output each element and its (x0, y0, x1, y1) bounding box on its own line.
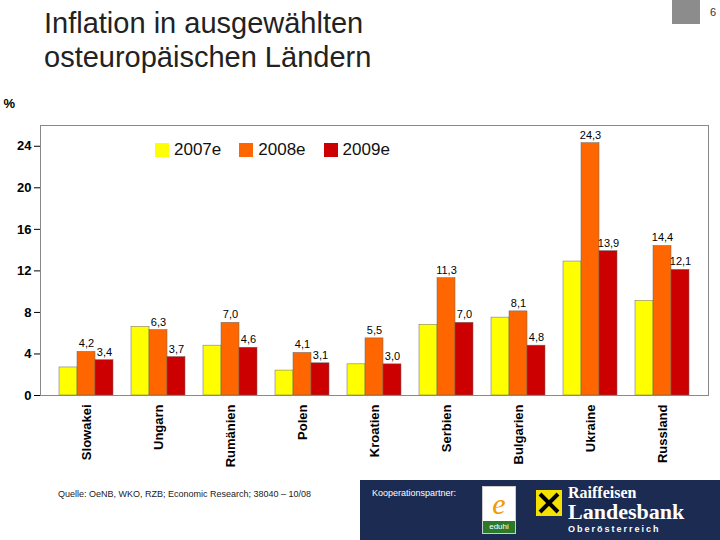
svg-text:0: 0 (24, 388, 31, 403)
svg-text:3,0: 3,0 (385, 350, 400, 362)
svg-text:4,8: 4,8 (529, 331, 544, 343)
svg-text:6,3: 6,3 (151, 316, 166, 328)
svg-text:12,1: 12,1 (670, 255, 691, 267)
html-text:eduhi: eduhi (489, 522, 509, 531)
svg-text:12: 12 (17, 263, 31, 278)
svg-text:8: 8 (24, 305, 31, 320)
svg-text:Kroatien: Kroatien (367, 404, 382, 457)
svg-text:Bulgarien: Bulgarien (511, 404, 526, 464)
svg-text:4: 4 (24, 346, 32, 361)
svg-text:8,1: 8,1 (511, 297, 526, 309)
html-text:2007e: 2007e (174, 140, 222, 159)
html-text:Raiffeisen: Raiffeisen (568, 484, 637, 501)
svg-text:%: % (4, 96, 16, 111)
svg-text:20: 20 (17, 180, 31, 195)
svg-text:Ukraine: Ukraine (583, 405, 598, 453)
html-text:6: 6 (709, 6, 716, 18)
svg-text:14,4: 14,4 (652, 231, 673, 243)
svg-text:4,2: 4,2 (79, 337, 94, 349)
html-text:Kooperationspartner:: Kooperationspartner: (372, 488, 457, 498)
svg-text:13,9: 13,9 (598, 237, 619, 249)
svg-text:3,4: 3,4 (97, 346, 112, 358)
html-text:2009e: 2009e (342, 140, 390, 159)
svg-text:4,1: 4,1 (295, 338, 310, 350)
svg-text:4,6: 4,6 (241, 333, 256, 345)
html-text:Inflation in ausgewählten oste: Inflation in ausgewählten osteuropäische… (44, 7, 372, 73)
svg-text:Rumänien: Rumänien (223, 404, 238, 467)
svg-text:Polen: Polen (295, 404, 310, 439)
svg-text:7,0: 7,0 (457, 308, 472, 320)
html-text:2008e: 2008e (258, 140, 306, 159)
svg-text:Russland: Russland (655, 404, 670, 463)
svg-text:5,5: 5,5 (367, 324, 382, 336)
svg-text:Ungarn: Ungarn (151, 404, 166, 450)
svg-text:24: 24 (17, 138, 32, 153)
svg-text:11,3: 11,3 (436, 264, 457, 276)
svg-text:7,0: 7,0 (223, 308, 238, 320)
html-text:Landesbank: Landesbank (568, 499, 685, 524)
svg-text:Slowakei: Slowakei (79, 405, 94, 461)
svg-text:3,1: 3,1 (313, 349, 328, 361)
html-text:Quelle: OeNB, WKO, RZB; Econom: Quelle: OeNB, WKO, RZB; Economic Researc… (58, 489, 312, 499)
html-text:Oberösterreich: Oberösterreich (568, 524, 661, 534)
svg-text:Serbien: Serbien (439, 404, 454, 452)
svg-text:24,3: 24,3 (580, 129, 601, 141)
svg-text:3,7: 3,7 (169, 343, 184, 355)
html-text:e: e (492, 487, 506, 520)
svg-text:16: 16 (17, 222, 31, 237)
